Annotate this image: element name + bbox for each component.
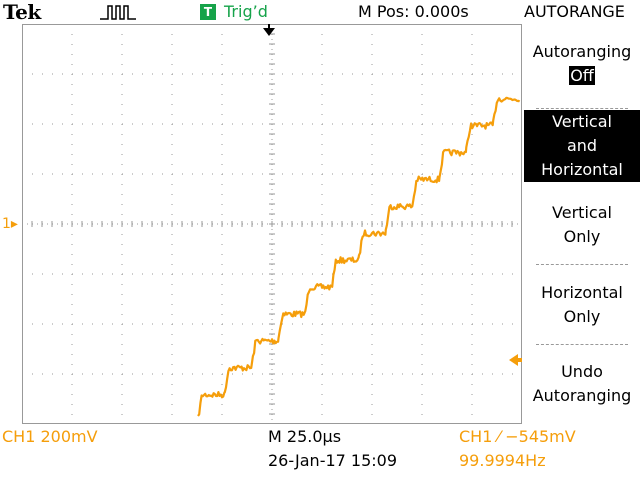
ch1-marker-label: 1 xyxy=(2,216,11,232)
side-menu: Autoranging Off Vertical and Horizontal … xyxy=(524,24,640,424)
trigger-status: Trig’d xyxy=(224,2,268,21)
vo-line2: Only xyxy=(563,227,601,246)
horizontal-only-button[interactable]: Horizontal Only xyxy=(524,281,640,329)
ch1-scale: CH1 200mV xyxy=(2,427,98,446)
autoranging-value-text: Off xyxy=(569,66,595,85)
menu-divider xyxy=(536,344,628,345)
timebase: M 25.0µs xyxy=(268,427,342,446)
menu-title: AUTORANGE xyxy=(524,2,625,21)
menu-divider xyxy=(536,108,628,109)
trigger-badge: T xyxy=(200,4,216,20)
autoranging-value: Off xyxy=(524,64,640,88)
left-arrow-icon xyxy=(509,354,522,366)
graticule-grid xyxy=(22,24,522,424)
vo-line1: Vertical xyxy=(552,203,612,222)
undo-line1: Undo xyxy=(561,362,603,381)
vh-line1: Vertical xyxy=(552,112,612,131)
autoranging-label: Autoranging xyxy=(532,42,632,61)
datetime: 26-Jan-17 15:09 xyxy=(268,451,398,470)
undo-line2: Autoranging xyxy=(532,386,632,405)
vertical-and-horizontal-button[interactable]: Vertical and Horizontal xyxy=(524,110,640,182)
right-arrow-icon: ▸ xyxy=(10,216,18,232)
vh-line3: Horizontal xyxy=(541,160,623,179)
ho-line1: Horizontal xyxy=(541,283,623,302)
horizontal-position: M Pos: 0.000s xyxy=(358,2,469,21)
trigger-source: CH1 ⁄ −545mV xyxy=(459,427,576,446)
undo-autoranging-button[interactable]: Undo Autoranging xyxy=(524,360,640,408)
pulse-waveform-icon xyxy=(100,5,136,20)
frequency-readout: 99.9994Hz xyxy=(459,451,546,470)
menu-divider xyxy=(536,264,628,265)
brand-logo: Tek xyxy=(3,0,41,24)
vertical-only-button[interactable]: Vertical Only xyxy=(524,201,640,249)
ch1-ground-marker: 1▸ xyxy=(2,216,18,232)
down-arrow-icon xyxy=(263,24,275,36)
ho-line2: Only xyxy=(563,307,601,326)
vh-line2: and xyxy=(566,136,598,155)
autoranging-toggle-button[interactable]: Autoranging Off xyxy=(524,40,640,88)
ch1-trace xyxy=(197,96,521,417)
waveform-display xyxy=(22,24,522,424)
